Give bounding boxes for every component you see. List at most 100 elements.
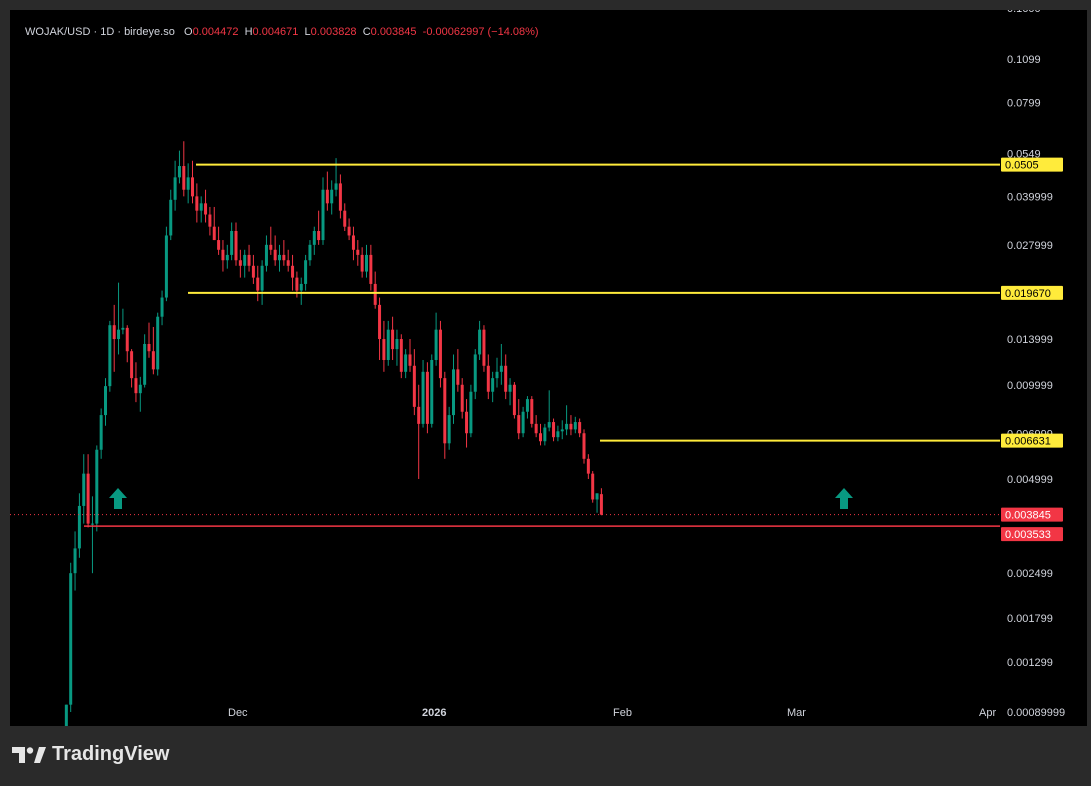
candle (312, 226, 316, 255)
candle (95, 445, 99, 532)
candle (412, 349, 416, 416)
candle (217, 226, 221, 255)
candle (447, 406, 451, 450)
candle (151, 326, 155, 375)
arrow-up-icon (109, 488, 127, 509)
candle (208, 206, 212, 236)
candle (343, 203, 347, 232)
brand-name: TradingView (52, 743, 170, 765)
price-tick-label: 0.002499 (1007, 568, 1053, 580)
candle (395, 329, 399, 366)
price-tick-label: 0.001799 (1007, 613, 1053, 625)
candle (286, 249, 290, 272)
candle (199, 196, 203, 223)
time-axis[interactable]: Dec 2026 Feb Mar Apr (228, 707, 996, 719)
candle (330, 180, 334, 215)
chart-frame[interactable]: 0.34000.23990.16000.10990.07990.05490.03… (10, 10, 1087, 726)
price-tick-label: 0.001299 (1007, 657, 1053, 669)
price-axis[interactable]: 0.34000.23990.16000.10990.07990.05490.03… (1007, 10, 1065, 726)
candle (434, 312, 438, 366)
candle (321, 177, 325, 245)
candle (543, 423, 547, 446)
candle (508, 378, 512, 406)
interval-label[interactable]: 1D (100, 26, 115, 38)
candle (117, 282, 121, 355)
candle (73, 531, 77, 591)
time-tick-label: 2026 (422, 707, 446, 719)
resistance-top-price-label: 0.0505 (1001, 157, 1063, 172)
candle (408, 339, 412, 372)
candle (304, 254, 308, 291)
candle (182, 141, 186, 197)
tradingview-logo[interactable]: TradingView (12, 743, 169, 766)
candle (243, 249, 247, 278)
symbol-name[interactable]: WOJAK/USD (25, 26, 91, 38)
svg-text:0.006631: 0.006631 (1005, 436, 1051, 448)
candle (378, 297, 382, 360)
candle (186, 163, 190, 204)
candle (130, 349, 134, 388)
candle (156, 312, 160, 376)
candle (421, 359, 425, 428)
candle (417, 384, 421, 479)
candle (173, 160, 177, 211)
candle (273, 235, 277, 266)
last-price-label: 0.003845 (1001, 507, 1063, 522)
candle (578, 418, 582, 438)
candle (591, 471, 595, 503)
price-tick-label: 0.009999 (1007, 380, 1053, 392)
candle (204, 189, 208, 223)
price-chart[interactable]: 0.34000.23990.16000.10990.07990.05490.03… (10, 10, 1087, 726)
price-labels-group: 0.0505 0.019670 0.006631 0.003533 0.003845 (1001, 157, 1063, 542)
svg-text:0.019670: 0.019670 (1005, 288, 1051, 300)
candle (491, 371, 495, 403)
candle (82, 454, 86, 524)
candle (560, 420, 564, 440)
time-tick-label: Dec (228, 707, 248, 719)
candle (238, 249, 242, 278)
candle (569, 415, 573, 436)
candle (108, 320, 112, 392)
arrows-group (109, 488, 853, 509)
candle (160, 290, 164, 326)
candle (552, 418, 556, 442)
open-value: 0.004472 (192, 26, 239, 38)
candle (517, 399, 521, 440)
candle (212, 206, 216, 241)
candle (460, 378, 464, 419)
candle (504, 354, 508, 400)
open-key: O (184, 26, 193, 38)
candle (147, 322, 151, 358)
arrow-up-icon (835, 488, 853, 509)
candle (251, 254, 255, 284)
bottom-support-price-label: 0.003533 (1001, 527, 1063, 542)
high-key: H (244, 26, 253, 38)
candle (599, 488, 603, 516)
candle (338, 174, 342, 219)
price-tick-label: 0.00089999 (1007, 707, 1065, 719)
candle (386, 320, 390, 366)
price-tick-label: 0.1600 (1007, 10, 1041, 15)
candle (112, 304, 116, 372)
candle (473, 349, 477, 400)
candle (291, 254, 295, 291)
candle (99, 408, 103, 459)
candle (256, 265, 260, 302)
candle (351, 226, 355, 261)
levels-group (10, 163, 1000, 527)
svg-text:0.003845: 0.003845 (1005, 510, 1051, 522)
candle (382, 320, 386, 372)
candle (299, 277, 303, 305)
candle (573, 416, 577, 434)
data-source: birdeye.so (124, 26, 175, 38)
low-key: L (304, 26, 311, 38)
candle (438, 320, 442, 388)
candle (404, 349, 408, 379)
candle (595, 493, 599, 513)
candle (269, 226, 273, 255)
candle (521, 406, 525, 438)
candle (308, 240, 312, 266)
candle (430, 354, 434, 428)
candle (499, 343, 503, 385)
time-tick-label: Mar (787, 707, 806, 719)
